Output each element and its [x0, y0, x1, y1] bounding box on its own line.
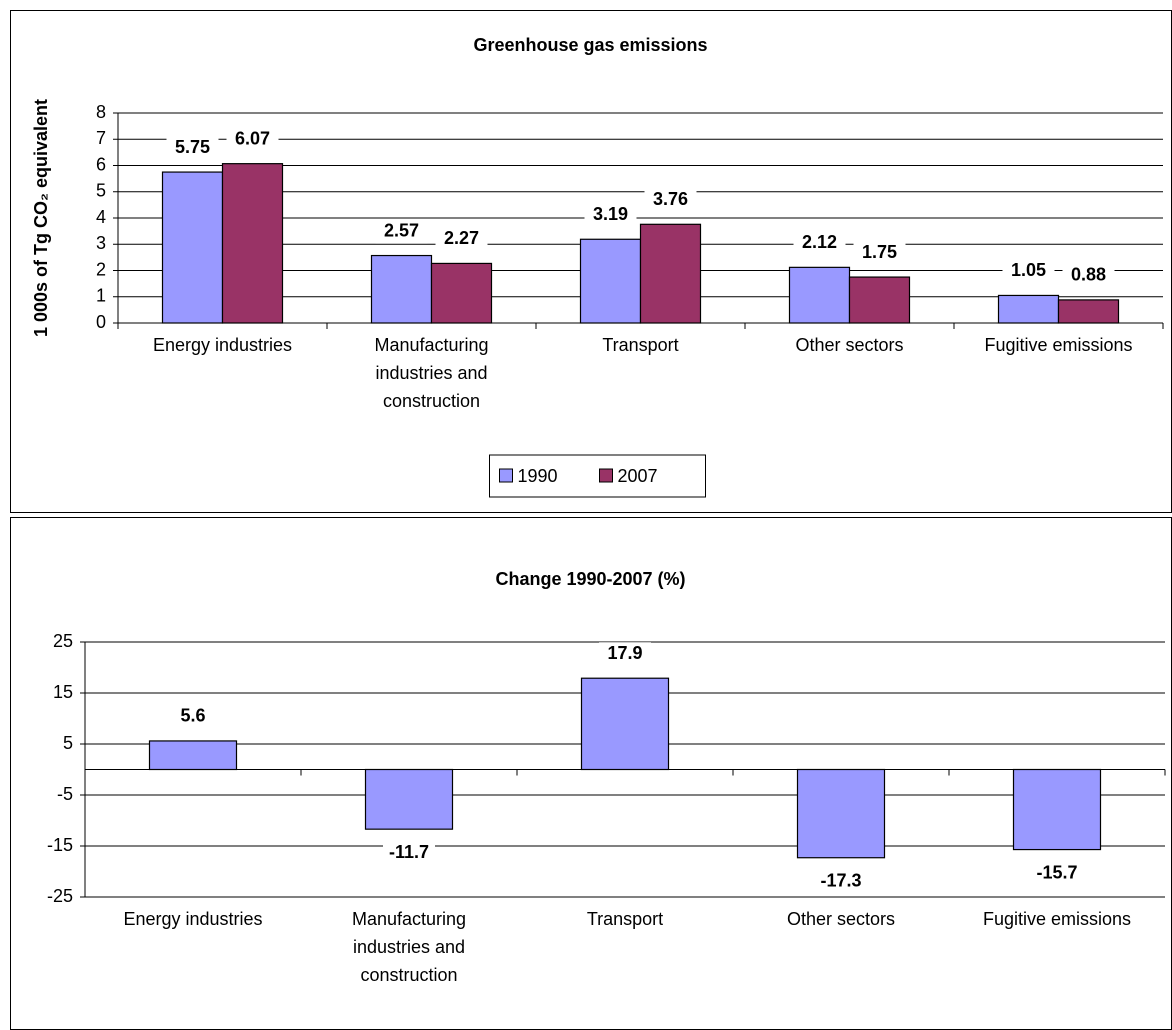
y-tick-label: -5: [57, 784, 73, 804]
y-tick-label: 5: [96, 181, 106, 201]
data-label: 2.12: [802, 232, 837, 252]
data-label: 2.27: [444, 228, 479, 248]
data-label: -11.7: [389, 842, 429, 862]
data-label: 5.6: [180, 706, 205, 726]
data-label-bg: [1002, 259, 1055, 284]
bar: [788, 266, 851, 324]
x-tick-label: Manufacturing industries and constructio…: [374, 335, 489, 411]
data-label-bg: [853, 241, 906, 266]
bar: [1057, 299, 1120, 324]
data-label: 3.19: [593, 204, 628, 224]
x-tick-label: Manufacturing industries and constructio…: [351, 909, 467, 985]
data-label-bg: [793, 231, 846, 256]
data-label-bg: [1062, 263, 1115, 288]
x-tick-label: Transport: [586, 909, 664, 929]
y-axis-label: 1 000s of Tg CO₂ equivalent: [31, 99, 51, 337]
y-tick-label: 25: [53, 631, 73, 651]
bar: [796, 768, 886, 859]
data-label-bg: [375, 219, 428, 244]
data-label: 5.75: [175, 137, 210, 157]
y-tick-label: 15: [53, 682, 73, 702]
bar: [639, 223, 702, 324]
data-label-bg: [167, 704, 219, 729]
data-label: 3.76: [653, 189, 688, 209]
legend-swatch: [599, 468, 613, 483]
y-tick-label: 8: [96, 102, 106, 122]
x-tick-label: Other sectors: [795, 335, 904, 355]
bar: [364, 768, 454, 830]
data-label: 2.57: [384, 220, 419, 240]
data-label: 17.9: [607, 643, 642, 663]
data-label-bg: [435, 227, 488, 252]
data-label-bg: [1031, 861, 1083, 886]
y-tick-label: 4: [96, 207, 106, 227]
bar: [370, 254, 433, 324]
y-tick-label: -25: [47, 886, 73, 906]
bar: [161, 171, 224, 324]
y-tick-label: 6: [96, 154, 106, 174]
data-label: 6.07: [235, 128, 270, 148]
bar: [221, 163, 284, 324]
y-tick-label: 7: [96, 128, 106, 148]
x-tick-label: Fugitive emissions: [984, 335, 1133, 355]
data-label-bg: [815, 869, 867, 894]
bar: [148, 740, 238, 771]
y-tick-label: 3: [96, 233, 106, 253]
y-tick-label: 5: [63, 733, 73, 753]
x-tick-label: Energy industries: [152, 335, 293, 355]
data-label: 1.05: [1011, 260, 1046, 280]
data-label: -15.7: [1036, 862, 1077, 882]
x-tick-label: Other sectors: [786, 909, 896, 929]
x-tick-label: Fugitive emissions: [982, 909, 1132, 929]
bar: [997, 294, 1060, 324]
legend-label: 1990: [518, 466, 558, 486]
bar: [848, 276, 911, 324]
x-tick-label: Energy industries: [123, 909, 263, 929]
bar: [1012, 768, 1102, 851]
data-label-bg: [383, 841, 435, 866]
data-label: -17.3: [820, 870, 861, 890]
legend-swatch: [499, 468, 513, 483]
legend-frame: [489, 454, 706, 498]
y-tick-label: -15: [47, 835, 73, 855]
data-label-bg: [166, 136, 219, 161]
y-tick-label: 0: [96, 312, 106, 332]
data-label-bg: [599, 642, 651, 667]
chart-frame: [10, 517, 1172, 1030]
chart-title: Change 1990-2007 (%): [495, 569, 685, 589]
data-label: 1.75: [862, 242, 897, 262]
x-tick-label: Transport: [602, 335, 679, 355]
bar: [580, 677, 670, 771]
bar: [430, 262, 493, 324]
data-label-bg: [584, 203, 637, 228]
bar: [579, 238, 642, 324]
data-label: 0.88: [1071, 265, 1106, 285]
chart-title: Greenhouse gas emissions: [473, 35, 707, 55]
legend-label: 2007: [618, 466, 658, 486]
data-label-bg: [226, 127, 279, 152]
data-label-bg: [644, 188, 697, 213]
y-tick-label: 2: [96, 259, 106, 279]
y-tick-label: 1: [96, 286, 106, 306]
